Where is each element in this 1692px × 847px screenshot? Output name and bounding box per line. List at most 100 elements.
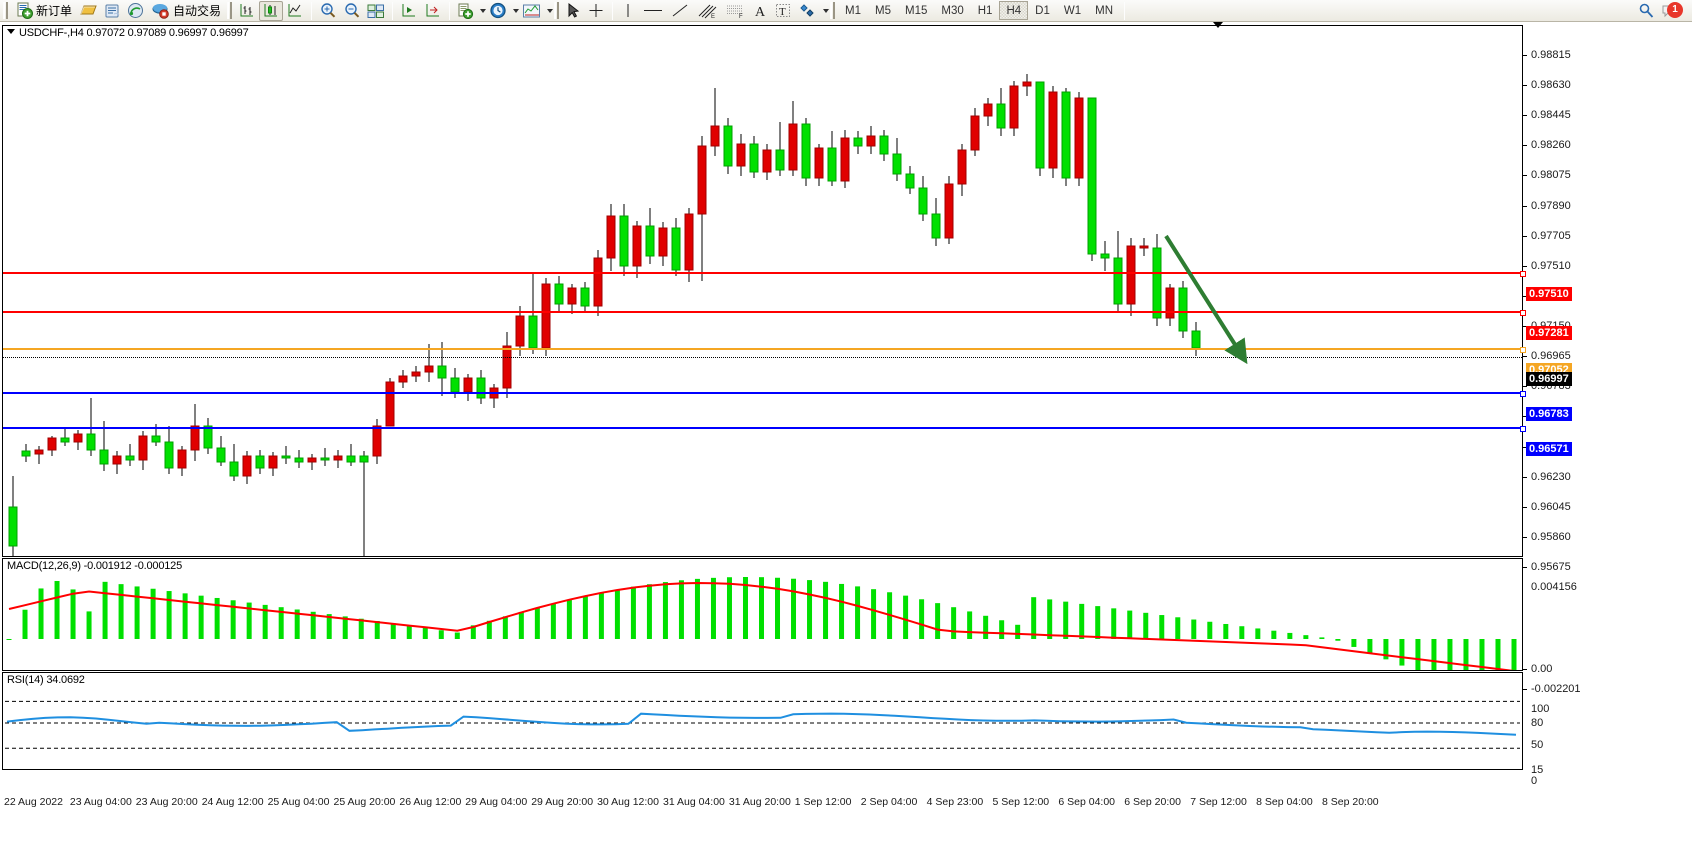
rsi-tick: 80 [1531,717,1544,730]
toolbar-separator-2 [392,1,394,20]
toolbar-separator-3 [449,1,451,20]
level-price-badge-support-2[interactable]: 0.96571 [1526,442,1572,456]
fibonacci-button[interactable]: F [721,1,749,21]
rsi-scale[interactable]: 100 80 50 15 0 [1523,695,1692,793]
time-tick: 26 Aug 12:00 [399,796,462,808]
main-toolbar: 新订单 [0,0,1692,22]
macd-tick: 0.00 [1523,663,1552,675]
price-tick: 0.98260 [1523,139,1571,151]
svg-text:E: E [711,14,715,19]
equidistant-channel-button[interactable]: E [693,1,721,21]
level-price-badge-resistance-2[interactable]: 0.97281 [1526,326,1572,340]
timeframe-h1[interactable]: H1 [977,4,993,17]
macd-tick: -0.002201 [1523,683,1581,695]
macd-scale[interactable]: 0.004156 0.00 -0.002201 [1523,581,1692,695]
chart-shift-button[interactable] [397,1,421,21]
trendline-button[interactable] [667,1,693,21]
chart-collapse-icon[interactable] [7,29,15,34]
signals-button[interactable] [124,1,147,21]
indicators-button[interactable] [519,1,544,21]
vline-icon [627,4,629,17]
level-price-badge-resistance-1[interactable]: 0.97510 [1526,287,1572,301]
zoom-out-icon [345,3,360,18]
templates-button[interactable] [454,1,477,21]
news-button[interactable] [101,1,124,21]
toolbar-grip[interactable] [3,2,8,19]
candlestick-icon [264,4,278,17]
vline-button[interactable] [617,1,639,21]
auto-scroll-button[interactable] [421,1,445,21]
macd-pane[interactable]: MACD(12,26,9) -0.001912 -0.000125 [2,558,1523,671]
objects-button[interactable] [795,1,820,21]
timeframebar-grip[interactable] [830,2,836,19]
level-line-support-2[interactable] [3,426,1526,432]
hline-button[interactable] [639,1,667,21]
level-price-badge-support-1[interactable]: 0.96783 [1526,407,1572,421]
bar-chart-button[interactable] [235,1,259,21]
period-button[interactable] [486,1,510,21]
folder-button[interactable] [77,1,101,21]
period-icon [490,2,506,19]
objects-dropdown-caret[interactable] [823,8,830,13]
timeframe-d1[interactable]: D1 [1035,4,1050,17]
time-tick: 8 Sep 20:00 [1322,796,1379,808]
candlestick-chart-button[interactable] [259,0,284,21]
level-line-resistance-1[interactable] [3,271,1526,277]
level-handle[interactable] [1520,310,1526,316]
time-tick: 2 Sep 04:00 [860,796,918,808]
zoom-out-button[interactable] [340,1,364,21]
rsi-tick: 15 [1531,764,1544,777]
level-handle[interactable] [1520,271,1526,277]
objects-icon [800,4,814,17]
indicators-dropdown-caret[interactable] [547,8,554,13]
timeframe-w1[interactable]: W1 [1063,4,1082,17]
signals-icon [128,3,144,18]
new-order-icon [17,2,33,19]
level-handle[interactable] [1520,426,1526,432]
time-tick: 4 Sep 23:00 [926,796,984,808]
price-pane[interactable]: USDCHF-,H4 0.97072 0.97089 0.96997 0.969… [2,25,1526,557]
level-line-pivot[interactable] [3,347,1526,353]
crosshair-button[interactable] [584,1,608,21]
timeframe-mn[interactable]: MN [1095,4,1113,17]
level-line-support-1[interactable] [3,391,1526,397]
timeframe-h4[interactable]: H4 [999,1,1029,20]
auto-scroll-icon [426,4,440,17]
trendline-icon [672,4,688,17]
text-button[interactable]: A [749,1,771,21]
tile-windows-button[interactable] [364,1,388,21]
timeframe-m1[interactable]: M1 [845,4,862,17]
templates-dropdown-caret[interactable] [480,8,487,13]
level-line-resistance-2[interactable] [3,310,1526,316]
search-button[interactable] [1634,1,1658,21]
alerts-button[interactable]: 1 [1658,1,1684,21]
macd-plot [6,577,1517,670]
zoom-in-button[interactable] [316,1,340,21]
line-chart-button[interactable] [283,1,307,21]
chart-area[interactable]: USDCHF-,H4 0.97072 0.97089 0.96997 0.969… [0,23,1692,847]
indicators-icon [523,4,541,17]
price-tick: 0.97705 [1523,230,1571,242]
chart-menu-caret-icon[interactable] [1213,22,1223,28]
autotrading-label: 自动交易 [173,4,222,18]
drawbar-grip[interactable] [554,2,560,19]
timeframe-m30[interactable]: M30 [941,4,964,17]
cursor-button[interactable] [562,1,584,21]
rsi-pane[interactable]: RSI(14) 34.0692 [2,672,1523,770]
time-tick: 31 Aug 20:00 [728,796,791,808]
chart-shift-icon [402,4,416,17]
period-dropdown-caret[interactable] [513,8,520,13]
rsi-label: RSI(14) 34.0692 [7,674,85,686]
level-handle[interactable] [1520,347,1526,353]
timeframe-m5[interactable]: M5 [875,4,891,17]
time-scale[interactable]: 22 Aug 2022 23 Aug 04:00 23 Aug 20:00 24 Au… [2,793,1523,813]
time-tick: 23 Aug 04:00 [69,796,132,808]
autotrading-button[interactable]: 自动交易 [147,1,226,21]
timeframe-m15[interactable]: M15 [905,4,928,17]
level-handle[interactable] [1520,391,1526,397]
chartbar-grip[interactable] [227,2,233,19]
price-scale[interactable]: 0.98815 0.98630 0.98445 0.98260 0.98075 0.978… [1523,48,1692,580]
macd-tick: 0.004156 [1531,581,1577,593]
new-order-button[interactable]: 新订单 [11,1,77,21]
text-label-button[interactable]: T [771,1,795,21]
